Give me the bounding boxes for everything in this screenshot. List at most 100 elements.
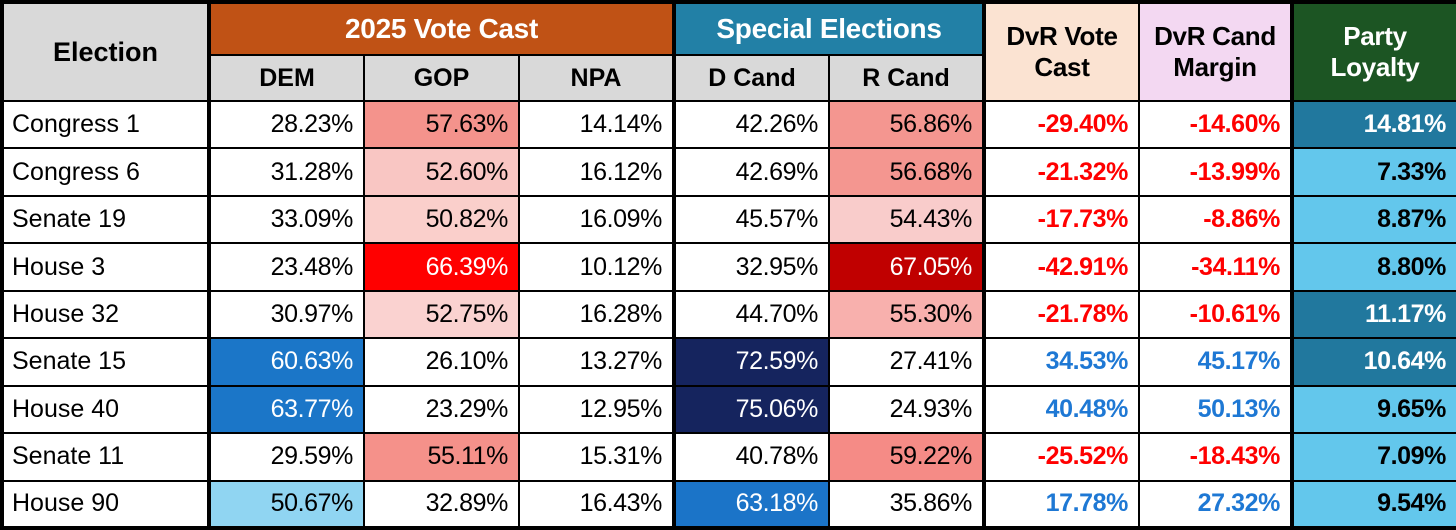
row-label: House 32 — [1, 289, 210, 340]
cell-npa: 16.28% — [518, 289, 675, 340]
cell-party-loyalty: 8.80% — [1290, 242, 1456, 292]
row-label: Senate 11 — [1, 432, 210, 482]
cell-dvr-vote-cast: -42.91% — [982, 242, 1140, 292]
cell-dvr-vote-cast: 17.78% — [982, 479, 1140, 529]
cell-d-cand: 32.95% — [672, 242, 830, 292]
cell-dvr-vote-cast: 34.53% — [982, 337, 1140, 387]
cell-dem: 31.28% — [207, 147, 365, 197]
cell-dem: 30.97% — [207, 289, 365, 340]
cell-gop: 55.11% — [363, 432, 520, 482]
cell-party-loyalty: 7.09% — [1290, 432, 1456, 482]
cell-dvr-cand-margin: -13.99% — [1138, 147, 1293, 197]
cell-d-cand: 40.78% — [672, 432, 830, 482]
cell-party-loyalty: 9.65% — [1290, 384, 1456, 435]
header-party-loyalty-line2: Loyalty — [1330, 52, 1420, 82]
table-row-house-40: House 40 63.77% 23.29% 12.95% 75.06% 24.… — [1, 384, 1456, 435]
cell-dem: 33.09% — [207, 194, 365, 245]
cell-d-cand: 42.69% — [672, 147, 830, 197]
subheader-r-cand: R Cand — [828, 54, 985, 102]
cell-party-loyalty: 11.17% — [1290, 289, 1456, 340]
cell-dvr-cand-margin: 50.13% — [1138, 384, 1293, 435]
cell-dvr-cand-margin: -18.43% — [1138, 432, 1293, 482]
cell-r-cand: 67.05% — [828, 242, 985, 292]
cell-dvr-cand-margin: 27.32% — [1138, 479, 1293, 529]
table-row-house-32: House 32 30.97% 52.75% 16.28% 44.70% 55.… — [1, 289, 1456, 340]
cell-npa: 16.12% — [518, 147, 675, 197]
cell-party-loyalty: 9.54% — [1290, 479, 1456, 529]
cell-gop: 23.29% — [363, 384, 520, 435]
cell-dem: 60.63% — [207, 337, 365, 387]
row-label: Congress 1 — [1, 99, 210, 150]
header-party-loyalty-line1: Party — [1343, 20, 1407, 51]
header-election: Election — [1, 1, 210, 102]
cell-dvr-vote-cast: 40.48% — [982, 384, 1140, 435]
cell-gop: 50.82% — [363, 194, 520, 245]
cell-npa: 16.09% — [518, 194, 675, 245]
cell-dem: 29.59% — [207, 432, 365, 482]
subheader-npa: NPA — [518, 54, 675, 102]
table-row-senate-11: Senate 11 29.59% 55.11% 15.31% 40.78% 59… — [1, 432, 1456, 482]
header-dvr-vote-cast: DvR Vote Cast — [982, 1, 1140, 102]
cell-dem: 63.77% — [207, 384, 365, 435]
subheader-d-cand: D Cand — [672, 54, 830, 102]
header-special-elections: Special Elections — [672, 1, 985, 56]
row-label: Senate 19 — [1, 194, 210, 245]
cell-r-cand: 27.41% — [828, 337, 985, 387]
cell-party-loyalty: 8.87% — [1290, 194, 1456, 245]
header-2025-vote-cast: 2025 Vote Cast — [207, 1, 675, 56]
cell-d-cand: 42.26% — [672, 99, 830, 150]
cell-r-cand: 35.86% — [828, 479, 985, 529]
cell-dem: 50.67% — [207, 479, 365, 529]
cell-d-cand: 75.06% — [672, 384, 830, 435]
cell-r-cand: 55.30% — [828, 289, 985, 340]
cell-r-cand: 56.86% — [828, 99, 985, 150]
cell-gop: 32.89% — [363, 479, 520, 529]
row-label: House 90 — [1, 479, 210, 529]
header-dvr-cand-margin-line1: DvR Cand — [1154, 20, 1276, 51]
cell-r-cand: 54.43% — [828, 194, 985, 245]
cell-party-loyalty: 10.64% — [1290, 337, 1456, 387]
cell-d-cand: 63.18% — [672, 479, 830, 529]
cell-gop: 52.60% — [363, 147, 520, 197]
cell-dvr-cand-margin: -34.11% — [1138, 242, 1293, 292]
cell-npa: 10.12% — [518, 242, 675, 292]
header-dvr-cand-margin-line2: Margin — [1173, 52, 1257, 82]
table-row-house-3: House 3 23.48% 66.39% 10.12% 32.95% 67.0… — [1, 242, 1456, 292]
cell-dvr-vote-cast: -21.32% — [982, 147, 1140, 197]
table-row-senate-15: Senate 15 60.63% 26.10% 13.27% 72.59% 27… — [1, 337, 1456, 387]
row-label: House 3 — [1, 242, 210, 292]
header-dvr-vote-cast-line2: Cast — [1034, 52, 1090, 82]
subheader-dem: DEM — [207, 54, 365, 102]
cell-r-cand: 24.93% — [828, 384, 985, 435]
cell-r-cand: 56.68% — [828, 147, 985, 197]
cell-gop: 52.75% — [363, 289, 520, 340]
header-party-loyalty: Party Loyalty — [1290, 1, 1456, 102]
cell-dvr-cand-margin: -14.60% — [1138, 99, 1293, 150]
cell-npa: 15.31% — [518, 432, 675, 482]
cell-d-cand: 45.57% — [672, 194, 830, 245]
row-label: Senate 15 — [1, 337, 210, 387]
cell-dem: 23.48% — [207, 242, 365, 292]
cell-dem: 28.23% — [207, 99, 365, 150]
table-row-senate-19: Senate 19 33.09% 50.82% 16.09% 45.57% 54… — [1, 194, 1456, 245]
cell-npa: 13.27% — [518, 337, 675, 387]
header-dvr-vote-cast-line1: DvR Vote — [1006, 20, 1118, 51]
row-label: Congress 6 — [1, 147, 210, 197]
cell-party-loyalty: 7.33% — [1290, 147, 1456, 197]
cell-dvr-cand-margin: -10.61% — [1138, 289, 1293, 340]
cell-dvr-vote-cast: -29.40% — [982, 99, 1140, 150]
cell-dvr-vote-cast: -25.52% — [982, 432, 1140, 482]
cell-gop: 57.63% — [363, 99, 520, 150]
cell-d-cand: 44.70% — [672, 289, 830, 340]
cell-party-loyalty: 14.81% — [1290, 99, 1456, 150]
cell-gop: 66.39% — [363, 242, 520, 292]
table-row-congress-1: Congress 1 28.23% 57.63% 14.14% 42.26% 5… — [1, 99, 1456, 150]
cell-d-cand: 72.59% — [672, 337, 830, 387]
row-label: House 40 — [1, 384, 210, 435]
cell-npa: 12.95% — [518, 384, 675, 435]
table-row-house-90: House 90 50.67% 32.89% 16.43% 63.18% 35.… — [1, 479, 1456, 529]
header-dvr-cand-margin: DvR Cand Margin — [1138, 1, 1293, 102]
cell-npa: 14.14% — [518, 99, 675, 150]
cell-r-cand: 59.22% — [828, 432, 985, 482]
